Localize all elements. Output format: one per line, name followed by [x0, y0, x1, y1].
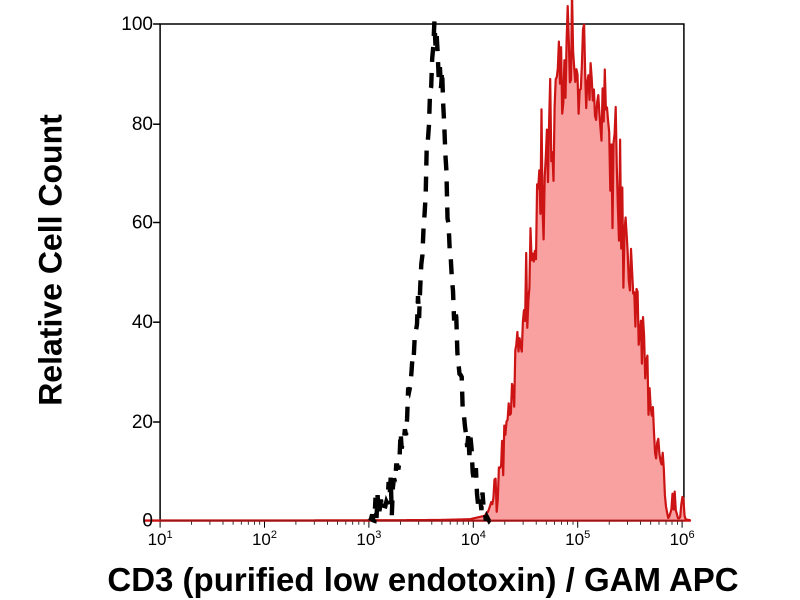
svg-text:60: 60 — [132, 213, 153, 234]
svg-text:20: 20 — [132, 412, 153, 433]
svg-text:100: 100 — [121, 14, 153, 35]
svg-text:80: 80 — [132, 114, 153, 135]
svg-text:0: 0 — [142, 511, 153, 532]
svg-text:40: 40 — [132, 312, 153, 333]
